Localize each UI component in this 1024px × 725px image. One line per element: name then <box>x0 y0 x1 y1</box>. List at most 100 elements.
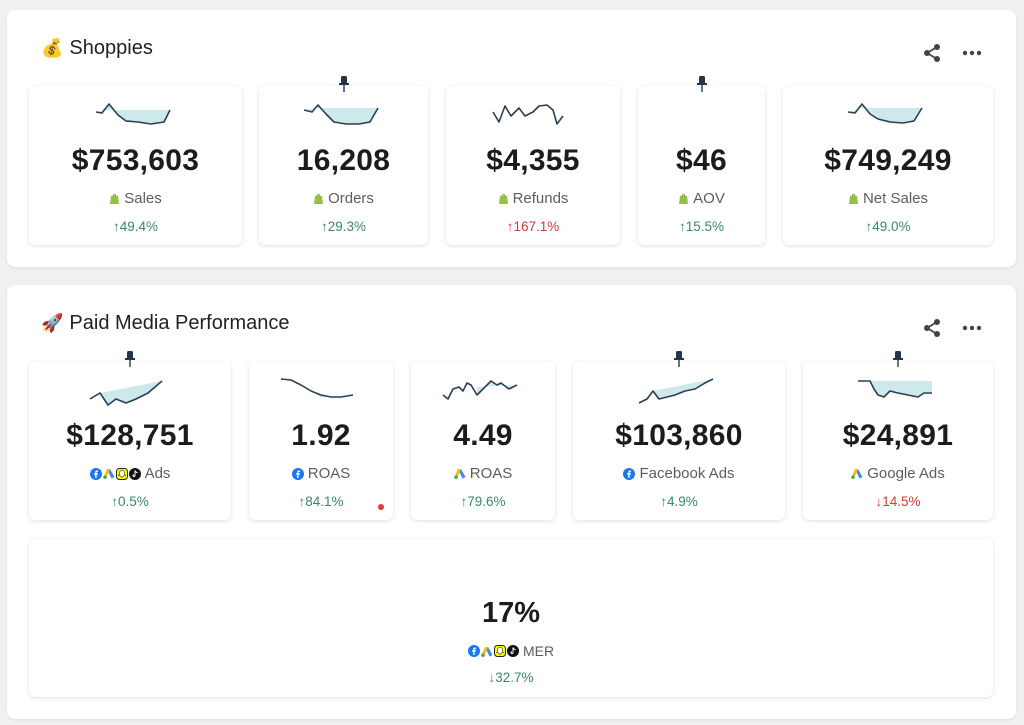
pin-icon[interactable] <box>893 351 903 367</box>
section-title: 🚀 Paid Media Performance <box>41 312 290 335</box>
sparkline-chart <box>847 103 923 124</box>
metric-label: MER <box>29 643 993 659</box>
metric-label-text: ROAS <box>307 465 351 482</box>
rocket-icon: 🚀 <box>41 313 64 333</box>
metric-label: ROAS <box>249 465 393 482</box>
facebook-icon <box>623 467 636 480</box>
shoppies-section: 💰 Shoppies $753,603 Sales ↑49.4% 16,208 Orde… <box>7 10 1016 267</box>
metric-change: ↓14.5% <box>875 494 921 509</box>
multi-platform-icons <box>467 645 519 657</box>
metric-card-wide[interactable]: 17% MER ↓32.7% <box>29 539 993 697</box>
metric-label: Google Ads <box>803 465 993 482</box>
pin-icon[interactable] <box>696 76 707 92</box>
sparkline-chart <box>95 103 171 125</box>
metric-label: Facebook Ads <box>573 465 785 482</box>
metric-label-text: MER <box>522 643 555 659</box>
metric-value: 17% <box>481 597 541 629</box>
metric-card[interactable]: $128,751 Ads ↑0.5% <box>29 351 231 520</box>
metric-card[interactable]: $749,249 Net Sales ↑49.0% <box>783 86 993 245</box>
shopify-icon <box>313 193 324 205</box>
metric-label-text: Orders <box>328 190 374 207</box>
paid-media-section: 🚀 Paid Media Performance $128,751 Ads ↑0.5… <box>7 285 1016 719</box>
metric-card[interactable]: $4,355 Refunds ↑167.1% <box>446 86 620 245</box>
metric-label-text: Net Sales <box>862 190 929 207</box>
pin-icon[interactable] <box>125 351 135 367</box>
facebook-icon <box>89 467 102 480</box>
platform-icons <box>89 467 141 480</box>
share-icon[interactable] <box>922 43 942 63</box>
metric-card[interactable]: 16,208 Orders ↑29.3% <box>259 76 428 245</box>
money-bag-icon: 💰 <box>41 38 64 58</box>
metric-value: $753,603 <box>71 144 200 177</box>
metric-change: ↓32.7% <box>488 670 534 685</box>
platform-icons <box>467 645 519 657</box>
metric-label: Orders <box>259 190 428 207</box>
pin-icon[interactable] <box>674 351 684 367</box>
metric-change: ↑29.3% <box>320 219 367 234</box>
metric-label-text: Ads <box>144 465 171 482</box>
section-title-text: Paid Media Performance <box>69 312 290 334</box>
snapchat-icon <box>493 645 506 657</box>
more-options-icon[interactable] <box>962 50 982 56</box>
metric-change: ↑84.1% <box>298 494 344 509</box>
google-ads-icon <box>851 468 863 479</box>
metric-label: Refunds <box>446 190 620 207</box>
metric-label-text: Google Ads <box>867 465 945 482</box>
facebook-icon <box>291 467 304 480</box>
google-ads-icon <box>102 469 115 479</box>
sparkline-chart <box>303 104 379 125</box>
tiktok-icon <box>506 645 519 657</box>
metric-change: ↑4.9% <box>660 494 698 509</box>
metric-label: Ads <box>29 465 231 482</box>
metric-label: AOV <box>638 190 765 207</box>
metric-value: $4,355 <box>486 144 580 177</box>
section-actions <box>922 318 982 338</box>
pin-icon[interactable] <box>338 76 349 92</box>
metric-card[interactable]: $753,603 Sales ↑49.4% <box>29 86 242 245</box>
metric-label-text: AOV <box>693 190 725 207</box>
metric-label-text: Sales <box>124 190 162 207</box>
metric-value: $128,751 <box>66 419 194 452</box>
shopify-icon <box>498 193 509 205</box>
metric-change: ↑49.0% <box>865 219 911 234</box>
shopify-icon <box>109 193 120 205</box>
shopify-icon <box>848 193 859 205</box>
sparkline-chart <box>858 380 932 398</box>
metric-change: ↑79.6% <box>460 494 506 509</box>
metric-value: $46 <box>676 144 727 177</box>
sparkline-chart <box>280 378 354 398</box>
multi-platform-icons <box>89 467 141 480</box>
sparkline-chart <box>442 380 518 400</box>
facebook-icon <box>467 645 480 657</box>
section-actions <box>922 43 982 63</box>
metric-value: $24,891 <box>842 419 954 452</box>
metric-change: ↑15.5% <box>678 219 725 234</box>
metric-value: 4.49 <box>453 419 513 452</box>
metric-label: Net Sales <box>783 190 993 207</box>
metric-card[interactable]: $24,891 Google Ads ↓14.5% <box>803 351 993 520</box>
snapchat-icon <box>115 467 128 480</box>
alert-dot <box>378 504 384 510</box>
metric-value: $749,249 <box>824 144 952 177</box>
shopify-icon <box>678 193 689 205</box>
metric-card[interactable]: 1.92 ROAS ↑84.1% <box>249 361 393 520</box>
metric-change: ↑0.5% <box>111 494 149 509</box>
metric-label-text: Refunds <box>512 190 569 207</box>
google-ads-icon <box>454 468 466 479</box>
more-options-icon[interactable] <box>962 325 982 331</box>
section-title-text: Shoppies <box>69 37 153 59</box>
metric-label: Sales <box>29 190 242 207</box>
metric-card[interactable]: 4.49 ROAS ↑79.6% <box>411 361 555 520</box>
metric-change: ↑49.4% <box>112 219 159 234</box>
metric-card[interactable]: $46 AOV ↑15.5% <box>638 76 765 245</box>
sparkline-chart <box>492 104 564 125</box>
sparkline-chart <box>89 380 163 406</box>
metric-label: ROAS <box>411 465 555 482</box>
sparkline-chart <box>638 378 714 404</box>
metric-value: 16,208 <box>296 144 391 177</box>
metric-label-text: ROAS <box>469 465 513 482</box>
section-title: 💰 Shoppies <box>41 37 153 60</box>
metric-card[interactable]: $103,860 Facebook Ads ↑4.9% <box>573 351 785 520</box>
google-ads-icon <box>481 646 493 657</box>
share-icon[interactable] <box>922 318 942 338</box>
